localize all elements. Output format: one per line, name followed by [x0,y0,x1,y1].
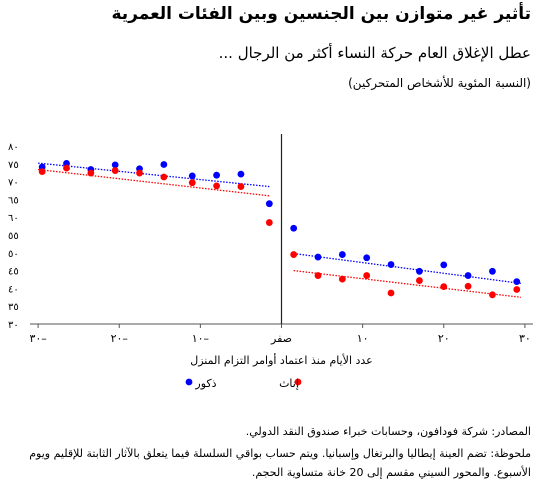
trend-line [293,252,521,285]
data-point [513,286,521,293]
data-point [387,261,395,268]
y-tick-label: ٤٥ [8,267,19,278]
chart-title: تأثير غير متوازن بين الجنسين وبين الفئات… [111,4,531,24]
data-point [440,261,448,269]
y-tick-label: ٥٠ [8,249,19,260]
data-point [363,254,371,262]
x-axis-label: عدد الأيام منذ اعتماد أوامر التزام المنز… [190,353,373,367]
data-point [87,169,95,177]
data-point [237,170,245,178]
chart-subtitle: عطل الإغلاق العام حركة النساء أكثر من ال… [218,44,531,62]
data-point [464,282,472,290]
data-point [338,275,346,283]
x-tick-label: ٣٠ [519,332,531,345]
data-point [489,267,496,275]
data-point [111,161,119,169]
x-tick-label: ٢٠ [438,332,450,345]
unit-label: (النسبة المئوية للأشخاص المتحركين) [348,76,531,90]
data-point [63,164,70,172]
data-point [440,283,448,291]
data-points [38,160,521,299]
legend-marker [294,378,302,386]
data-point [160,161,168,168]
note-line-2: الأسبوع. والمحور السيني مقسم إلى 20 خانة… [251,466,531,479]
data-point [213,182,220,190]
data-point [290,224,298,232]
y-tick-label: ٣٥ [8,302,19,313]
data-point [513,278,521,286]
data-point [363,272,371,279]
data-point [38,168,46,176]
data-point [314,272,322,279]
x-tick-label: ١٠– [192,332,209,345]
y-tick-label: ٣٠ [8,320,19,331]
x-tick-label: ١٠ [357,332,369,345]
y-tick-label: ٨٠ [8,142,19,153]
data-point [314,253,322,261]
chart-axes: ٣٠ ٣٥ ٤٠ ٤٥ ٥٠ ٥٥ ٦٠ ٦٥ ٧٠ ٧٥ ٨٠ ٣٠– ٢٠– ١٠– صفر ١٠ ٢٠ ٣٠… [8,134,533,367]
data-point [387,289,395,297]
data-point [265,200,273,208]
x-tick-label: صفر [270,332,292,345]
x-tick-label: ٢٠– [111,332,128,345]
y-tick-label: ٤٠ [8,284,19,295]
data-point [160,173,168,181]
data-point [237,183,245,190]
scatter-chart: ٣٠ ٣٥ ٤٠ ٤٥ ٥٠ ٥٥ ٦٠ ٦٥ ٧٠ ٧٥ ٨٠ ٣٠– ٢٠– ١٠– صفر ١٠ ٢٠ ٣٠… [8,134,533,390]
data-point [188,179,196,187]
trend-line [38,162,270,188]
trend-line [293,269,521,298]
data-point [290,251,298,258]
data-point [136,169,143,177]
x-tick-label: ٣٠– [29,332,46,345]
y-tick-label: ٦٥ [8,195,19,206]
trend-lines [38,162,521,298]
data-point [416,277,423,284]
y-tick-label: ٧٠ [8,178,19,189]
y-tick-label: ٥٥ [8,231,19,242]
legend-label: إناث [279,377,299,390]
legend: ذكور إناث [185,377,302,390]
data-point [489,291,496,299]
legend-marker [185,378,193,386]
data-point [111,167,119,174]
data-point [265,219,273,226]
data-point [416,267,423,275]
data-point [338,251,346,258]
y-tick-label: ٦٠ [8,213,19,224]
data-point [464,272,472,279]
data-point [188,172,196,180]
legend-label: ذكور [194,377,216,390]
note-line-1: ملحوظة: تضم العينة إيطاليا والبرتغال وإس… [29,447,531,460]
trend-line [38,168,270,197]
y-tick-label: ٧٥ [8,160,19,171]
source-note: المصادر: شركة فودافون، وحسابات خبراء صند… [245,425,531,438]
data-point [213,171,220,179]
